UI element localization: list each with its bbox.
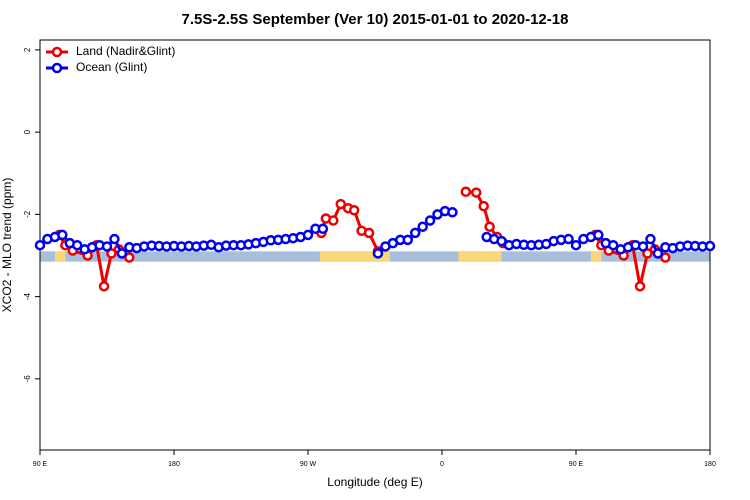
y-tick-label: -4	[23, 293, 32, 301]
data-point	[57, 229, 68, 241]
data-point	[660, 252, 671, 263]
y-axis-label: XCO2 - MLO trend (ppm)	[0, 178, 14, 313]
data-point	[460, 186, 472, 197]
data-point	[101, 241, 113, 252]
land-strip	[590, 251, 602, 262]
legend-label: Ocean (Glint)	[76, 60, 147, 74]
data-point	[704, 240, 716, 252]
land-strip	[458, 251, 502, 262]
legend-marker	[51, 62, 63, 74]
y-tick-label: -2	[23, 210, 32, 218]
data-point	[593, 229, 604, 241]
data-point	[570, 239, 582, 251]
x-tick-label: 0	[440, 461, 444, 468]
data-point	[447, 207, 458, 218]
x-axis-label: Longitude (deg E)	[327, 475, 422, 489]
x-tick-label: 180	[168, 461, 180, 468]
data-point	[478, 200, 489, 212]
data-point	[109, 233, 120, 245]
data-point	[424, 215, 436, 226]
data-point	[642, 248, 653, 259]
x-tick-label: 90 E	[569, 461, 584, 468]
data-point	[652, 248, 664, 259]
data-point	[124, 252, 135, 263]
data-point	[98, 281, 110, 292]
data-point	[484, 221, 495, 232]
data-point	[563, 233, 574, 245]
land-strip	[319, 251, 390, 262]
data-point	[302, 229, 314, 241]
data-point	[402, 234, 414, 246]
data-point	[470, 187, 482, 198]
data-point	[363, 227, 375, 239]
data-point	[496, 235, 507, 247]
data-point	[645, 233, 656, 245]
data-point	[71, 239, 83, 251]
data-point	[634, 281, 646, 292]
data-point	[328, 215, 339, 226]
data-point	[607, 239, 619, 251]
data-point	[348, 205, 360, 216]
land-strip	[54, 251, 66, 262]
data-point	[409, 227, 421, 239]
data-point	[106, 248, 117, 259]
data-point	[317, 223, 329, 235]
x-tick-label: 90 W	[300, 461, 317, 468]
legend-marker	[51, 46, 63, 58]
data-point	[637, 241, 649, 252]
y-tick-label: -6	[23, 375, 32, 383]
data-point	[372, 248, 384, 259]
data-point	[335, 198, 347, 210]
legend-label: Land (Nadir&Glint)	[76, 44, 175, 58]
data-point	[34, 239, 46, 251]
x-tick-label: 180	[704, 461, 716, 468]
y-tick-label: 2	[23, 47, 32, 52]
data-point	[417, 221, 428, 232]
chart-title: 7.5S-2.5S September (Ver 10) 2015-01-01 …	[182, 11, 569, 28]
y-tick-label: 0	[23, 129, 32, 134]
data-point	[116, 248, 128, 259]
x-tick-label: 90 E	[33, 461, 48, 468]
